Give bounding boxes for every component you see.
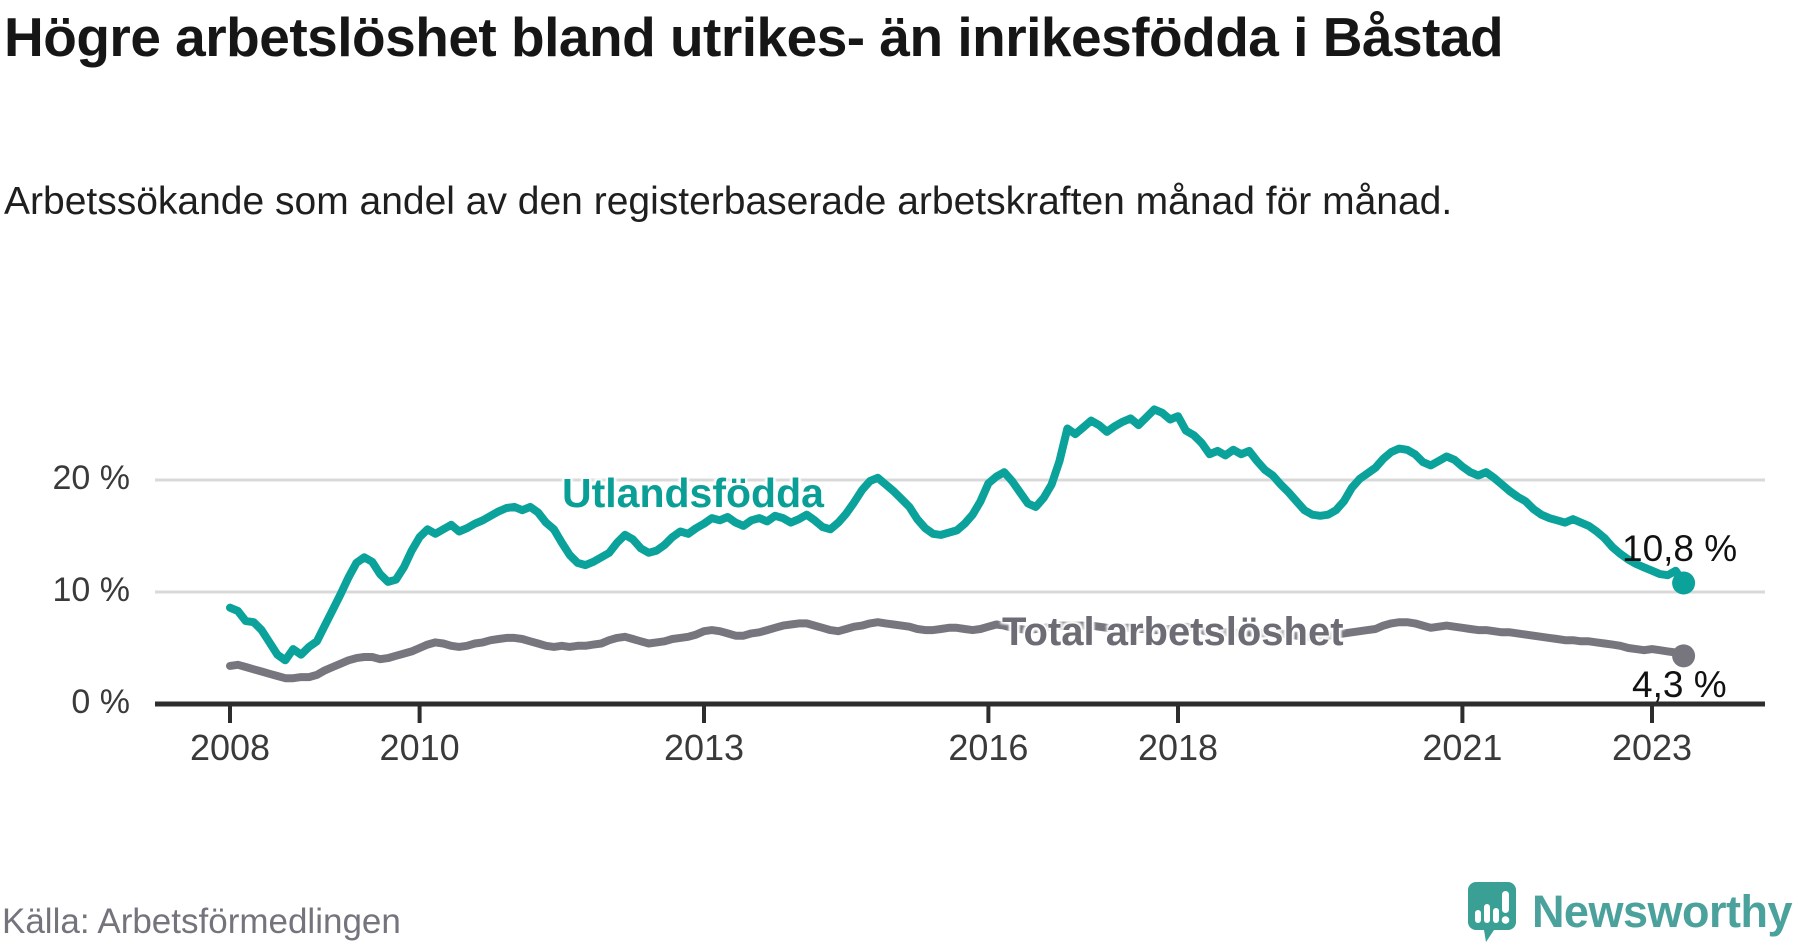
y-tick-label-10: 10 % [52,571,131,609]
y-tick-label-0: 0 % [71,683,130,721]
x-tick-label-2021: 2021 [1422,727,1503,768]
x-axis-labels: 2008 2010 2013 2016 2018 2021 2023 [0,727,1800,773]
x-tick-label-2010: 2010 [379,727,460,768]
series-label-utlandsfodda: Utlandsfödda [562,470,824,516]
x-tick-label-2016: 2016 [948,727,1029,768]
x-tick-label-2018: 2018 [1137,727,1219,768]
y-tick-label-20: 20 % [52,459,131,497]
x-tick-label-2023: 2023 [1611,727,1693,768]
end-value-label-total: 4,3 % [1632,664,1727,705]
end-value-label-utlandsfodda: 10,8 % [1622,528,1738,569]
source-credit: Källa: Arbetsförmedlingen [2,902,401,941]
x-tick-label-2008: 2008 [189,727,271,768]
newsworthy-bars-icon [1467,882,1516,942]
page-title: Högre arbetslöshet bland utrikes- än inr… [4,6,1504,68]
newsworthy-wordmark: Newsworthy [1531,886,1793,937]
newsworthy-logo: Newsworthy [1466,880,1793,944]
x-tick-label-2013: 2013 [663,727,745,768]
series-label-total: Total arbetslöshet [1002,610,1344,654]
chart-subtitle: Arbetssökande som andel av den registerb… [4,180,1453,223]
